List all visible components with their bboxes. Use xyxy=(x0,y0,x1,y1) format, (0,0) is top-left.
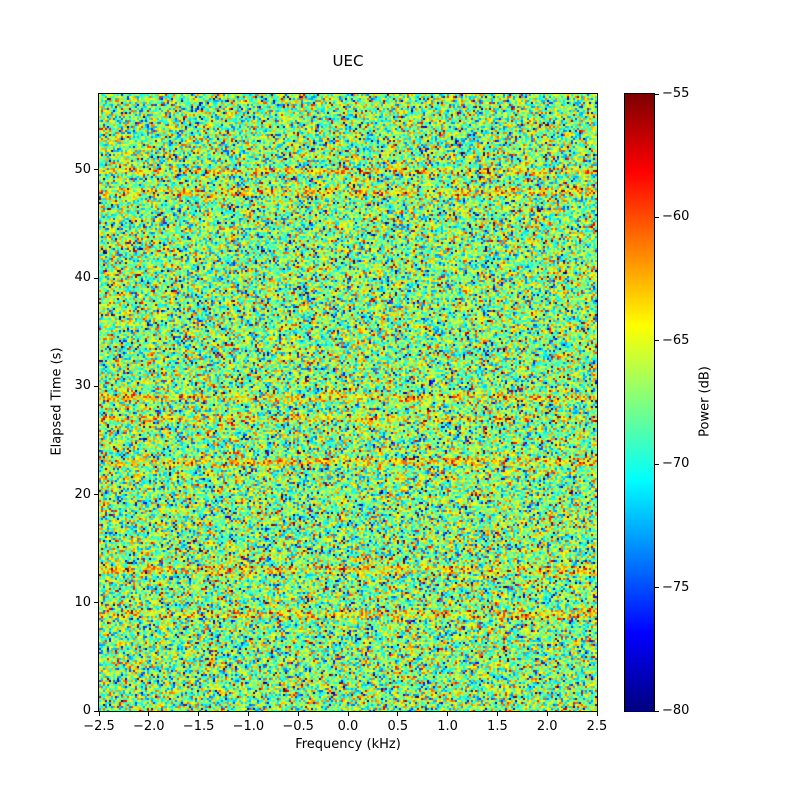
colorbar-tick-mark xyxy=(655,710,659,712)
colorbar-tick-mark xyxy=(655,216,659,218)
x-tick-mark xyxy=(347,712,349,716)
x-tick-label: 0.5 xyxy=(387,719,409,734)
colorbar-tick-label: −55 xyxy=(662,86,690,101)
x-tick-label: 0.0 xyxy=(337,719,359,734)
x-tick-label: 1.0 xyxy=(437,719,458,734)
y-tick-mark xyxy=(94,277,98,279)
y-tick-label: 10 xyxy=(74,594,91,610)
x-tick-mark xyxy=(546,712,548,716)
y-tick-label: 40 xyxy=(74,270,91,286)
colorbar-tick-mark xyxy=(655,93,659,95)
x-axis-label: Frequency (kHz) xyxy=(295,737,401,752)
x-tick-label: −0.5 xyxy=(282,719,314,734)
colorbar-tick-mark xyxy=(655,340,659,342)
y-tick-label: 50 xyxy=(74,161,91,177)
x-tick-mark xyxy=(496,712,498,716)
x-tick-label: −1.0 xyxy=(232,719,265,734)
y-tick-mark xyxy=(94,169,98,171)
colorbar-tick-label: −70 xyxy=(662,456,690,472)
x-tick-mark xyxy=(98,712,100,716)
x-tick-label: 1.5 xyxy=(487,719,508,734)
x-tick-mark xyxy=(596,712,598,716)
x-tick-label: −1.5 xyxy=(182,719,215,734)
x-tick-label: 2.0 xyxy=(536,719,558,734)
x-tick-label: 2.5 xyxy=(586,719,608,734)
colorbar-tick-label: −75 xyxy=(662,579,690,595)
figure-title: UEC xyxy=(332,52,364,70)
colorbar-tick-label: −60 xyxy=(662,209,690,225)
colorbar-tick-label: −80 xyxy=(662,703,690,718)
y-tick-mark xyxy=(94,385,98,387)
colorbar-tick-mark xyxy=(655,463,659,465)
y-tick-mark xyxy=(94,494,98,495)
x-tick-mark xyxy=(247,712,249,716)
colorbar-tick-mark xyxy=(655,587,659,589)
spectrogram-heatmap xyxy=(99,94,597,711)
x-tick-mark xyxy=(198,712,200,716)
y-tick-mark xyxy=(94,602,98,604)
y-axis-label: Elapsed Time (s) xyxy=(49,347,65,456)
x-tick-mark xyxy=(297,712,299,716)
y-tick-label: 20 xyxy=(74,486,91,502)
x-tick-label: −2.5 xyxy=(83,719,115,734)
colorbar-tick-label: −65 xyxy=(662,332,690,348)
colorbar-gradient xyxy=(625,94,654,711)
x-tick-mark xyxy=(397,712,399,716)
y-tick-mark xyxy=(94,710,98,712)
y-tick-label: 30 xyxy=(74,378,91,394)
x-tick-label: −2.0 xyxy=(133,719,165,734)
x-tick-mark xyxy=(447,712,449,716)
y-tick-label: 0 xyxy=(82,703,91,718)
x-tick-mark xyxy=(148,712,150,716)
